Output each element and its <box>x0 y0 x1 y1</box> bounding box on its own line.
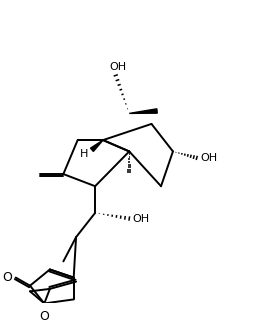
Polygon shape <box>90 140 103 152</box>
Text: OH: OH <box>109 62 127 72</box>
Text: O: O <box>39 310 49 322</box>
Polygon shape <box>129 109 157 113</box>
Text: O: O <box>3 271 12 284</box>
Text: H: H <box>80 149 89 159</box>
Text: OH: OH <box>133 214 150 224</box>
Text: OH: OH <box>200 153 217 163</box>
